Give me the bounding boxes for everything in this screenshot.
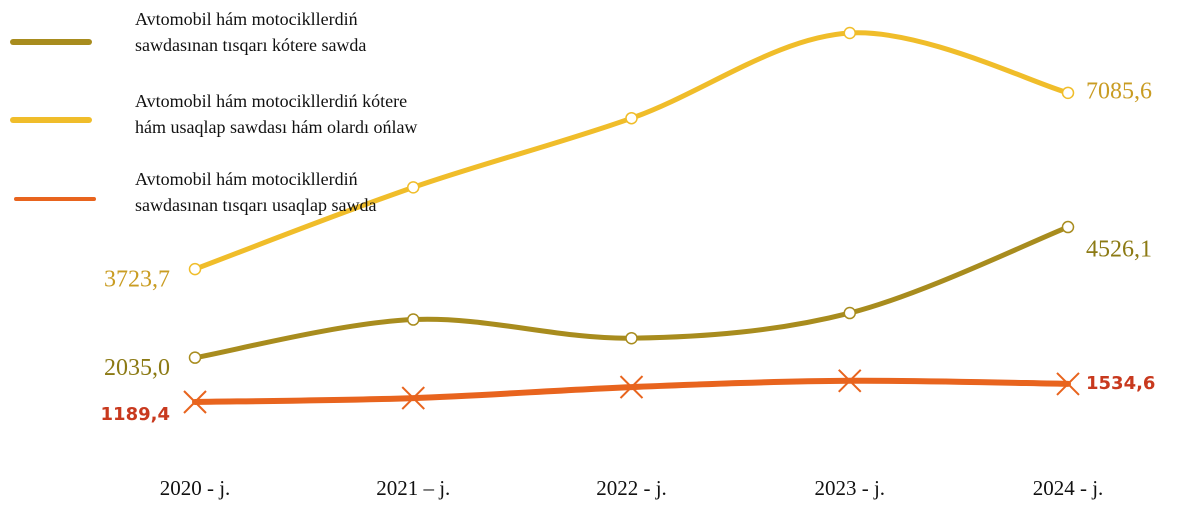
x-tick-label: 2022 - j. bbox=[596, 476, 667, 500]
legend-swatch bbox=[10, 117, 92, 123]
legend-swatch bbox=[14, 197, 96, 201]
marker-stroke bbox=[619, 375, 644, 399]
legend-label: Avtomobil hám motocikllerdiń sawdasınan … bbox=[135, 9, 367, 55]
legend-swatch bbox=[10, 39, 92, 45]
marker-stroke bbox=[1056, 372, 1080, 396]
marker bbox=[188, 351, 202, 364]
data-label: 3723,7 bbox=[104, 267, 170, 293]
x-tick-label: 2021 – j. bbox=[376, 476, 450, 500]
data-label: 1189,4 bbox=[101, 404, 170, 425]
marker-stroke bbox=[838, 369, 862, 393]
marker bbox=[625, 111, 638, 125]
legend-label: Avtomobil hám motocikllerdiń kótere hám … bbox=[135, 91, 418, 137]
data-label: 7085,6 bbox=[1086, 78, 1152, 104]
data-label: 4526,1 bbox=[1086, 237, 1152, 263]
marker bbox=[183, 390, 207, 414]
marker bbox=[619, 375, 644, 399]
marker bbox=[1056, 372, 1080, 396]
marker-stroke bbox=[183, 390, 207, 414]
series-line bbox=[192, 30, 1071, 272]
marker bbox=[1061, 86, 1075, 100]
x-tick-label: 2023 - j. bbox=[814, 476, 885, 500]
marker bbox=[401, 386, 425, 410]
marker bbox=[625, 331, 638, 345]
marker bbox=[407, 313, 420, 326]
marker bbox=[838, 369, 862, 393]
data-label: 2035,0 bbox=[104, 355, 170, 381]
marker bbox=[843, 306, 856, 320]
x-tick-label: 2024 - j. bbox=[1033, 476, 1104, 500]
marker-stroke bbox=[401, 386, 425, 410]
marker bbox=[407, 181, 420, 194]
series-line bbox=[192, 377, 1071, 405]
legend-label: Avtomobil hám motocikllerdiń sawdasınan … bbox=[135, 169, 377, 215]
marker bbox=[843, 26, 856, 40]
marker bbox=[188, 262, 202, 276]
marker bbox=[1061, 220, 1075, 234]
x-tick-label: 2020 - j. bbox=[160, 476, 231, 500]
data-label: 1534,6 bbox=[1086, 373, 1155, 394]
